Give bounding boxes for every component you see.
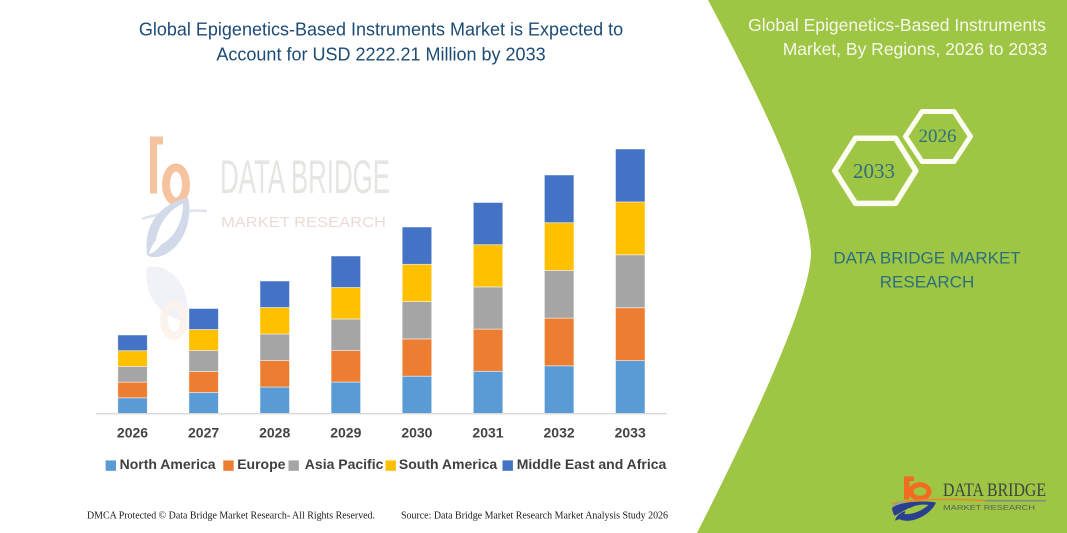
svg-text:2032: 2032 bbox=[544, 425, 575, 441]
svg-text:Global Epigenetics-Based Instr: Global Epigenetics-Based Instruments bbox=[748, 15, 1046, 35]
svg-text:2028: 2028 bbox=[259, 425, 290, 441]
svg-text:South America: South America bbox=[399, 456, 497, 472]
svg-text:North America: North America bbox=[120, 456, 216, 472]
svg-text:DATA BRIDGE MARKET: DATA BRIDGE MARKET bbox=[833, 249, 1020, 268]
svg-text:2033: 2033 bbox=[615, 425, 646, 441]
svg-text:DATA BRIDGE: DATA BRIDGE bbox=[220, 150, 390, 203]
svg-text:DATA BRIDGE: DATA BRIDGE bbox=[943, 480, 1046, 501]
svg-text:Global Epigenetics-Based Instr: Global Epigenetics-Based Instruments Mar… bbox=[139, 20, 623, 40]
svg-text:2033: 2033 bbox=[853, 159, 895, 183]
svg-text:2026: 2026 bbox=[117, 425, 148, 441]
svg-text:MARKET RESEARCH: MARKET RESEARCH bbox=[943, 503, 1035, 512]
svg-text:2029: 2029 bbox=[330, 425, 361, 441]
svg-text:Source: Data Bridge Market Res: Source: Data Bridge Market Research Mark… bbox=[401, 510, 668, 522]
svg-text:DMCA Protected © Data Bridge M: DMCA Protected © Data Bridge Market Rese… bbox=[87, 510, 375, 522]
svg-text:RESEARCH: RESEARCH bbox=[880, 273, 974, 292]
svg-text:MARKET RESEARCH: MARKET RESEARCH bbox=[221, 214, 386, 231]
svg-text:2030: 2030 bbox=[401, 425, 432, 441]
svg-text:Middle East and Africa: Middle East and Africa bbox=[517, 456, 667, 472]
svg-text:Market, By Regions, 2026 to 20: Market, By Regions, 2026 to 2033 bbox=[783, 39, 1048, 59]
svg-text:2027: 2027 bbox=[188, 425, 219, 441]
svg-text:Account for USD 2222.21 Millio: Account for USD 2222.21 Million by 2033 bbox=[216, 45, 545, 65]
svg-text:Europe: Europe bbox=[237, 456, 285, 472]
svg-text:2031: 2031 bbox=[472, 425, 503, 441]
svg-text:Asia Pacific: Asia Pacific bbox=[305, 456, 384, 472]
svg-text:2026: 2026 bbox=[919, 126, 957, 147]
